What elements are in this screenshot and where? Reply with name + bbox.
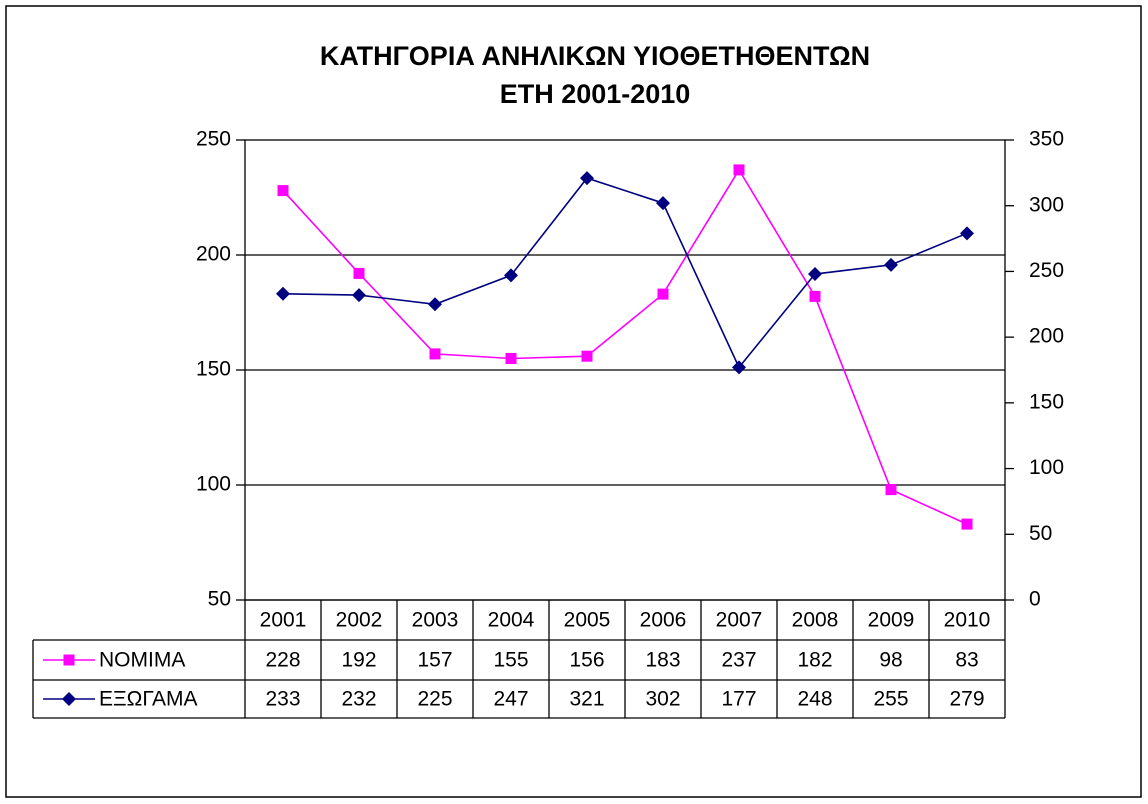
table-value: 248 xyxy=(797,688,832,711)
y2-tick-label: 150 xyxy=(1029,390,1064,413)
y2-tick-label: 100 xyxy=(1029,456,1064,479)
table-value: 302 xyxy=(645,688,680,711)
table-value: 156 xyxy=(569,649,604,672)
data-point xyxy=(885,484,897,496)
table-value: 232 xyxy=(341,688,376,711)
data-point xyxy=(352,288,366,303)
table-value: 182 xyxy=(797,649,832,672)
table-value: 177 xyxy=(721,688,756,711)
table-value: 237 xyxy=(721,649,756,672)
table-value: 98 xyxy=(879,649,902,672)
data-point xyxy=(960,226,974,241)
data-point xyxy=(732,360,746,375)
y2-tick-label: 0 xyxy=(1029,588,1041,611)
y2-tick-label: 350 xyxy=(1029,128,1064,151)
data-point xyxy=(657,288,669,300)
table-value: 279 xyxy=(949,688,984,711)
chart-title: ΚΑΤΗΓΟΡΙΑ ΑΝΗΛΙΚΩΝ ΥΙΟΘΕΤΗΘΕΝΤΩΝ xyxy=(320,41,870,71)
x-tick-label: 2001 xyxy=(260,609,307,632)
x-tick-label: 2010 xyxy=(944,609,991,632)
data-point xyxy=(884,257,898,272)
y2-tick-label: 50 xyxy=(1029,522,1052,545)
table-value: 183 xyxy=(645,649,680,672)
table-value: 83 xyxy=(955,649,978,672)
data-point xyxy=(277,185,289,197)
table-value: 192 xyxy=(341,649,376,672)
table-value: 155 xyxy=(493,649,528,672)
data-point xyxy=(276,286,290,301)
y2-tick-label: 200 xyxy=(1029,325,1064,348)
chart-subtitle: ΕΤΗ 2001-2010 xyxy=(500,79,691,109)
table-value: 255 xyxy=(873,688,908,711)
data-point xyxy=(505,353,517,364)
y2-tick-label: 250 xyxy=(1029,259,1064,282)
data-point xyxy=(961,518,973,530)
y-tick-label: 50 xyxy=(208,588,231,611)
data-point xyxy=(808,267,822,282)
legend-label: ΝΟΜΙΜΑ xyxy=(99,649,185,672)
legend-key-marker xyxy=(63,654,75,666)
y-tick-label: 100 xyxy=(196,473,231,496)
series-line xyxy=(282,168,968,525)
chart-border xyxy=(5,5,1142,798)
data-point xyxy=(580,171,594,186)
y-tick-label: 250 xyxy=(196,128,231,151)
x-tick-label: 2003 xyxy=(412,609,459,632)
x-tick-label: 2007 xyxy=(716,609,763,632)
x-tick-label: 2004 xyxy=(488,609,535,632)
table-value: 157 xyxy=(417,649,452,672)
y-tick-label: 200 xyxy=(196,243,231,266)
data-point xyxy=(353,267,365,279)
table-value: 225 xyxy=(417,688,452,711)
data-point xyxy=(504,268,518,283)
data-point xyxy=(656,196,670,211)
y2-tick-label: 300 xyxy=(1029,193,1064,216)
table-value: 233 xyxy=(265,688,300,711)
legend-key-marker xyxy=(62,692,76,706)
x-tick-label: 2008 xyxy=(792,609,839,632)
series-line xyxy=(282,177,968,369)
x-tick-label: 2009 xyxy=(868,609,915,632)
x-tick-label: 2006 xyxy=(640,609,687,632)
data-point xyxy=(581,350,593,362)
y-tick-label: 150 xyxy=(196,358,231,381)
data-point xyxy=(429,348,441,360)
table-value: 247 xyxy=(493,688,528,711)
table-value: 228 xyxy=(265,649,300,672)
x-tick-label: 2002 xyxy=(336,609,383,632)
x-tick-label: 2005 xyxy=(564,609,611,632)
data-point xyxy=(733,164,745,176)
table-value: 321 xyxy=(569,688,604,711)
data-point xyxy=(809,290,821,302)
data-point xyxy=(428,297,442,312)
legend-label: ΕΞΩΓΑΜΑ xyxy=(99,688,198,711)
